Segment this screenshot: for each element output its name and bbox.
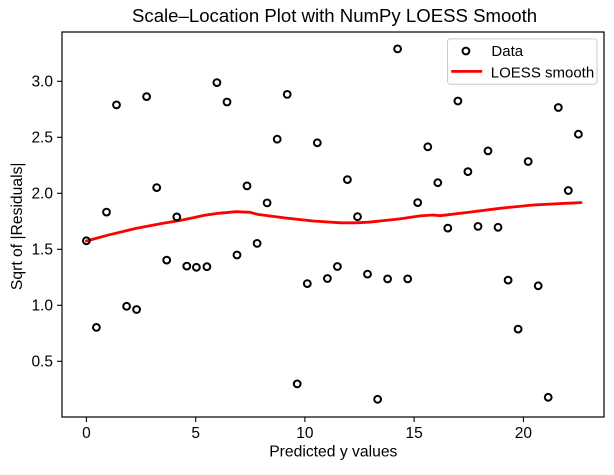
svg-text:2.0: 2.0 (31, 186, 53, 203)
svg-text:Scale–Location Plot with NumPy: Scale–Location Plot with NumPy LOESS Smo… (132, 5, 537, 26)
svg-text:1.0: 1.0 (31, 298, 53, 315)
svg-text:LOESS smooth: LOESS smooth (491, 64, 594, 81)
svg-text:0.5: 0.5 (31, 354, 53, 371)
svg-text:20: 20 (515, 425, 533, 442)
svg-text:Sqrt of |Residuals|: Sqrt of |Residuals| (9, 162, 26, 290)
svg-text:Predicted y values: Predicted y values (269, 443, 397, 460)
svg-text:5: 5 (191, 425, 200, 442)
svg-text:1.5: 1.5 (31, 242, 53, 259)
svg-text:3.0: 3.0 (31, 74, 53, 91)
svg-text:Data: Data (491, 43, 523, 60)
svg-text:10: 10 (296, 425, 314, 442)
svg-text:2.5: 2.5 (31, 130, 53, 147)
svg-text:15: 15 (405, 425, 422, 442)
svg-text:0: 0 (82, 425, 91, 442)
